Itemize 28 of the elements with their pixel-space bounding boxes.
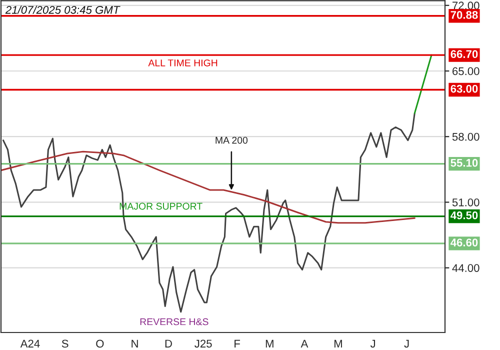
y-tick-label: 65.00 xyxy=(452,67,480,76)
ref-line-label: 66.70 xyxy=(450,50,478,58)
ref-line-label: 55.10 xyxy=(450,158,478,167)
x-tick-label: J25 xyxy=(194,340,212,348)
ref-line-label: 70.88 xyxy=(450,11,478,19)
x-tick-label: A24 xyxy=(20,340,40,348)
x-tick-label: A xyxy=(300,340,308,348)
annotation: MA 200 xyxy=(216,136,248,144)
x-tick-label: J xyxy=(404,340,409,348)
x-tick-label: S xyxy=(62,340,68,348)
ref-line-label: 46.60 xyxy=(450,238,478,246)
y-tick-label: 44.00 xyxy=(452,264,480,272)
ref-line-label: 49.50 xyxy=(450,211,478,220)
x-tick-label: O xyxy=(96,340,104,348)
x-tick-label: N xyxy=(132,340,138,348)
annotation: 21/07/2025 03:45 GMT xyxy=(5,6,120,14)
x-tick-label: M xyxy=(266,340,274,348)
x-tick-label: M xyxy=(334,340,342,348)
y-tick-label: 58.00 xyxy=(452,132,480,141)
x-tick-label: J xyxy=(370,340,376,348)
y-tick-label: 51.00 xyxy=(452,198,480,206)
x-tick-label: D xyxy=(165,340,172,348)
ref-line-label: 63.00 xyxy=(450,84,478,93)
line-series xyxy=(2,112,416,313)
line-series xyxy=(1,150,416,224)
annotation: ALL TIME HIGH xyxy=(148,59,218,66)
annotation: REVERSE H&S xyxy=(140,318,208,326)
x-tick-label: F xyxy=(234,340,240,348)
